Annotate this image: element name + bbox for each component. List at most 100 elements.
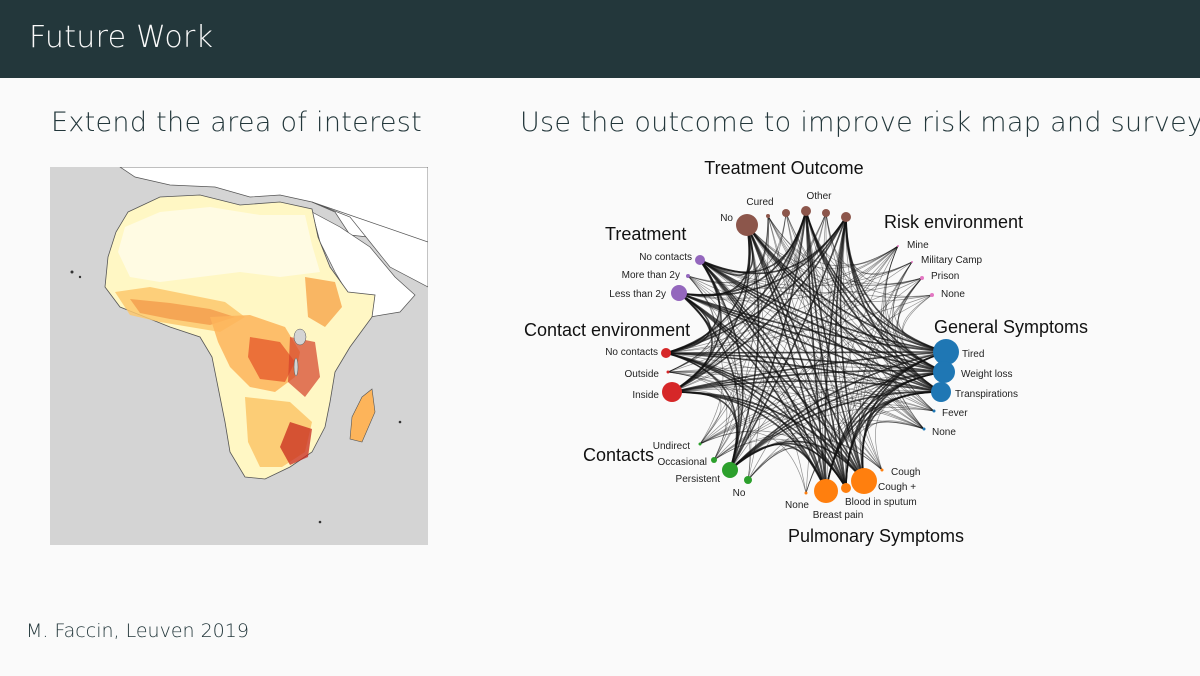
network-edge — [699, 403, 935, 445]
title-bar: Future Work — [0, 0, 1200, 78]
network-edge — [805, 210, 883, 471]
network-edge — [678, 261, 913, 302]
network-edge — [667, 371, 883, 471]
network-node — [698, 442, 702, 446]
network-edge — [671, 210, 807, 393]
node-group: Pulmonary Symptoms Cough Cough + Blood in s… — [785, 467, 964, 546]
footer-author: M. Faccin, Leuven 2019 — [26, 620, 249, 642]
network-edge — [892, 261, 942, 393]
network-edge — [671, 380, 942, 393]
network-edge — [671, 369, 945, 393]
node-label: Mine — [907, 240, 929, 251]
network-node — [722, 462, 738, 478]
network-node — [851, 468, 877, 494]
group-title: Contacts — [583, 445, 654, 465]
network-edge — [671, 385, 935, 412]
network-edge — [699, 259, 935, 412]
node-label: Other — [806, 191, 832, 202]
network-node — [841, 212, 851, 222]
network-node — [931, 382, 951, 402]
network-node — [920, 276, 924, 280]
network-edge — [746, 224, 933, 298]
network-edge — [746, 224, 899, 269]
network-edge — [678, 292, 827, 492]
network-edge — [667, 371, 935, 412]
node-label: Persistent — [676, 474, 721, 485]
network-node — [662, 382, 682, 402]
network-edge — [839, 216, 865, 482]
right-heading: Use the outcome to improve risk map and … — [520, 107, 1200, 138]
network-node — [666, 370, 670, 374]
group-title: Pulmonary Symptoms — [788, 526, 964, 546]
network-edge — [678, 292, 945, 373]
network-node — [922, 427, 926, 431]
network-node — [933, 361, 955, 383]
network-edge — [667, 371, 925, 430]
network-edge — [699, 259, 807, 494]
group-title: Treatment — [605, 224, 686, 244]
node-label: Prison — [931, 271, 959, 282]
node-label: Blood in sputum — [845, 497, 917, 508]
network-edge — [896, 277, 942, 393]
node-label: Outside — [625, 369, 660, 380]
network-edge — [699, 390, 942, 445]
node-label: Occasional — [658, 457, 707, 468]
network-edge — [897, 277, 945, 373]
network-edge — [699, 215, 769, 274]
network-edge — [667, 370, 942, 393]
network-node — [711, 457, 717, 463]
node-label: Fever — [942, 408, 968, 419]
node-label: Inside — [632, 390, 659, 401]
node-label: No contacts — [639, 252, 692, 263]
network-edge — [665, 352, 865, 482]
node-label: More than 2y — [622, 270, 680, 281]
network-edge — [699, 259, 865, 482]
network-edge — [671, 259, 722, 393]
network-node — [911, 261, 913, 263]
network-node — [880, 468, 884, 472]
left-heading: Extend the area of interest — [51, 107, 423, 138]
network-edge — [746, 224, 923, 286]
network-edge — [699, 215, 769, 445]
network-edge — [699, 259, 923, 293]
network-edge — [713, 210, 807, 461]
node-group: Contact environment No contacts Outside Ins… — [524, 320, 690, 402]
network-edge — [678, 216, 847, 296]
network-edge — [746, 224, 947, 353]
network-edge — [665, 352, 883, 471]
network-edge — [665, 352, 945, 373]
network-edge — [845, 216, 925, 430]
network-edge — [699, 259, 942, 393]
network-node — [814, 479, 838, 503]
node-label: None — [941, 289, 965, 300]
network-node — [686, 274, 690, 278]
network-edge — [825, 391, 942, 492]
network-edge — [893, 261, 947, 353]
network-edge — [897, 277, 947, 353]
network-node — [804, 491, 808, 495]
network-edge — [699, 259, 945, 373]
network-edge — [667, 245, 899, 373]
network-node — [822, 209, 830, 217]
network-edge — [699, 259, 947, 353]
network-node — [801, 206, 811, 216]
network-edge — [845, 261, 913, 489]
network-edge — [699, 371, 945, 445]
network-node — [897, 245, 899, 247]
network-edge — [665, 351, 947, 354]
network-edge — [665, 277, 923, 354]
node-label: Cough — [891, 467, 920, 478]
network-edge — [747, 420, 925, 481]
group-title: Contact environment — [524, 320, 690, 340]
node-label: Breast pain — [813, 510, 864, 521]
network-edge — [687, 275, 827, 492]
network-edge — [884, 245, 942, 393]
network-edge — [746, 224, 935, 412]
network-edge — [825, 408, 935, 492]
slide-title: Future Work — [29, 20, 214, 55]
network-edge — [845, 216, 913, 275]
network-edge — [671, 351, 947, 393]
network-edge — [767, 215, 947, 353]
network-edge — [860, 277, 923, 482]
